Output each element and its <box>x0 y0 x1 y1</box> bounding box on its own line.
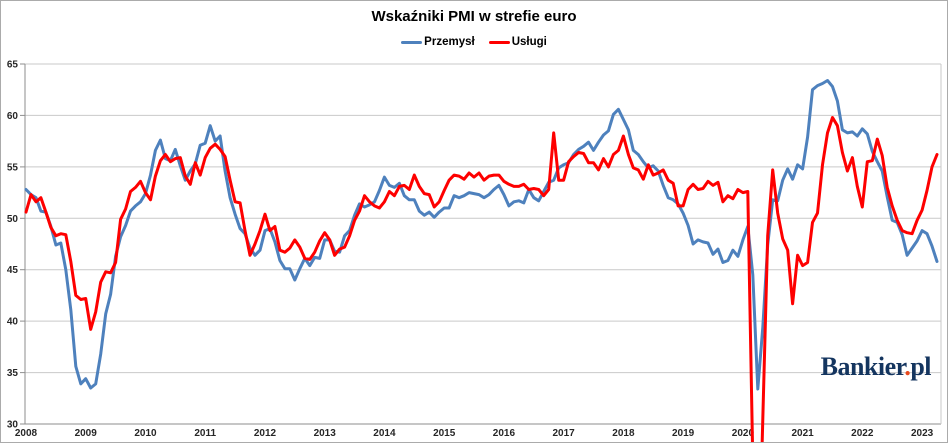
legend-item-przemysl: Przemysł <box>401 36 475 48</box>
series-line-przemysl <box>24 79 939 391</box>
legend-swatch-przemysl <box>401 40 423 44</box>
x-axis-label: 2017 <box>552 428 575 439</box>
bankier-logo-text-2: pl <box>910 352 931 381</box>
legend-swatch-uslugi <box>488 40 510 44</box>
x-axis-label: 2013 <box>314 428 337 439</box>
x-axis-label: 2011 <box>194 428 216 439</box>
x-axis-label: 2015 <box>433 428 456 439</box>
y-axis-label: 50 <box>7 214 19 225</box>
series-line-uslugi <box>24 116 939 442</box>
legend-item-uslugi: Usługi <box>488 36 547 48</box>
x-axis-label: 2020 <box>732 428 755 439</box>
x-axis-label: 2023 <box>911 428 934 439</box>
bankier-logo-dot: . <box>904 352 911 381</box>
chart-legend: Przemysł Usługi <box>1 36 947 48</box>
y-axis-label: 40 <box>7 317 19 328</box>
y-axis-label: 55 <box>7 162 19 173</box>
x-axis-label: 2019 <box>672 428 695 439</box>
legend-label-uslugi: Usługi <box>511 36 547 48</box>
chart-title: Wskaźniki PMI w strefie euro <box>371 8 577 25</box>
y-axis-label: 60 <box>7 111 19 122</box>
bankier-logo-text-1: Bankier <box>820 352 905 381</box>
x-axis-label: 2012 <box>254 428 277 439</box>
x-axis-label: 2018 <box>612 428 635 439</box>
x-axis-label: 2008 <box>15 428 38 439</box>
x-axis-label: 2014 <box>373 428 396 439</box>
x-axis-label: 2016 <box>493 428 516 439</box>
x-axis-label: 2010 <box>134 428 157 439</box>
y-axis-label: 65 <box>7 60 19 71</box>
x-axis-label: 2021 <box>791 428 814 439</box>
x-axis-label: 2009 <box>75 428 98 439</box>
legend-label-przemysl: Przemysł <box>424 36 475 48</box>
y-axis-label: 45 <box>7 265 19 276</box>
y-axis-label: 30 <box>7 420 19 431</box>
bankier-logo: Bankier.pl <box>820 352 932 381</box>
x-axis-label: 2022 <box>851 428 874 439</box>
y-axis-label: 35 <box>7 368 19 379</box>
